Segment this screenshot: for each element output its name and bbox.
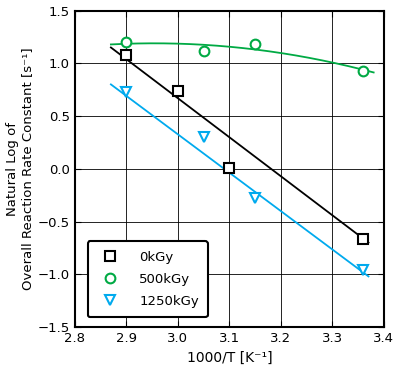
Y-axis label: Natural Log of
Overall Reaction Rate Constant [s⁻¹]: Natural Log of Overall Reaction Rate Con… [6, 47, 34, 290]
Legend: 0kGy, 500kGy, 1250kGy: 0kGy, 500kGy, 1250kGy [88, 241, 208, 317]
X-axis label: 1000/T [K⁻¹]: 1000/T [K⁻¹] [186, 350, 272, 364]
